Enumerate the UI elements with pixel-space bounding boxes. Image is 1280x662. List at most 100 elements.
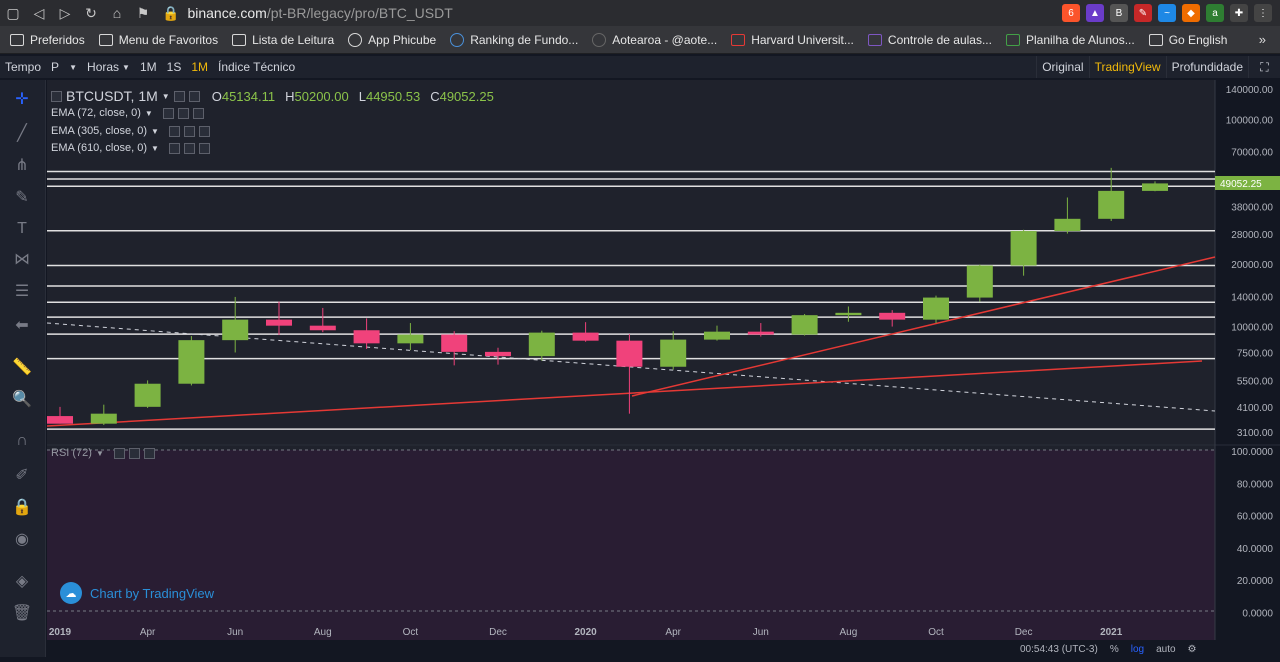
visibility-icon[interactable] <box>162 107 174 119</box>
pen-extension-icon[interactable]: ✎ <box>1134 4 1152 22</box>
interval-1M-button[interactable]: 1M <box>139 60 157 74</box>
back-arrow-icon[interactable]: ⬅ <box>15 317 29 334</box>
chart-svg[interactable]: 140000.00100000.0070000.0050000.0038000.… <box>46 80 1280 657</box>
triangle-icon[interactable]: ▲ <box>1086 4 1104 22</box>
bookmark-icon[interactable]: ⚑ <box>136 4 150 21</box>
rsi-tick-label: 40.0000 <box>1237 544 1274 555</box>
interval-select[interactable]: P ▼ <box>46 56 82 78</box>
bookmark-item[interactable]: Preferidos <box>10 33 85 47</box>
time-axis-label: 2019 <box>49 627 72 638</box>
a-extension-icon[interactable]: a <box>1206 4 1224 22</box>
tradingview-attribution[interactable]: ☁ Chart by TradingView <box>60 582 214 604</box>
bookmark-item[interactable]: Harvard Universit... <box>731 33 854 47</box>
close-icon[interactable] <box>143 447 155 459</box>
interval-1Month-button[interactable]: 1M <box>191 60 208 74</box>
tradingview-button[interactable]: TradingView <box>1088 56 1166 78</box>
rsi-tick-label: 60.0000 <box>1237 512 1274 523</box>
more-bookmarks-icon[interactable]: » <box>1258 32 1266 47</box>
bookmark-item[interactable]: App Phicube <box>348 32 436 47</box>
bookmark-item[interactable]: Ranking de Fundo... <box>450 32 578 47</box>
candle-body <box>1142 183 1168 191</box>
pitchfork-icon[interactable]: ⋔ <box>15 157 29 174</box>
settings-icon[interactable] <box>173 90 185 102</box>
crosshair-icon[interactable]: ✛ <box>15 91 29 108</box>
forward-icon[interactable]: ▷ <box>59 4 71 21</box>
lock-icon[interactable]: 🔒 <box>12 499 32 516</box>
bookmark-item[interactable]: Lista de Leitura <box>232 33 334 47</box>
settings-icon[interactable] <box>183 125 195 137</box>
b-extension-icon[interactable]: B <box>1110 4 1128 22</box>
magnet-icon[interactable]: ∩ <box>16 432 28 449</box>
ema-legend-1[interactable]: EMA (72, close, 0) ▼ <box>51 107 204 119</box>
fullscreen-icon[interactable]: ⛶ <box>1248 56 1280 78</box>
gear-icon[interactable]: ⚙ <box>1187 643 1197 655</box>
text-icon[interactable]: T <box>17 220 27 237</box>
ruler-icon[interactable]: 📏 <box>12 359 32 376</box>
candle-body <box>353 330 380 344</box>
close-icon[interactable] <box>198 125 210 137</box>
url-path: /pt-BR/legacy/pro/BTC_USDT <box>266 5 453 21</box>
chevron-down-icon[interactable]: ▼ <box>161 91 170 101</box>
bookmark-label: Harvard Universit... <box>751 32 854 47</box>
visibility-icon[interactable] <box>168 142 180 154</box>
candle-body <box>660 339 687 367</box>
attribution-text: Chart by TradingView <box>90 585 215 601</box>
eye-icon[interactable]: ◉ <box>15 531 29 548</box>
visibility-icon[interactable] <box>168 125 180 137</box>
candle-body <box>397 334 424 344</box>
bookmark-item[interactable]: Controle de aulas... <box>867 33 992 47</box>
candle-body <box>309 325 336 331</box>
trendline-icon[interactable]: ╱ <box>17 125 27 142</box>
auto-toggle[interactable]: auto <box>1156 643 1176 655</box>
candle-body <box>178 340 205 384</box>
url-field[interactable]: 🔒 binance.com/pt-BR/legacy/pro/BTC_USDT <box>162 2 1012 24</box>
bookmark-item[interactable]: Aotearoa - @aote... <box>592 32 718 47</box>
time-axis-label: Oct <box>928 627 944 638</box>
brave-shield-icon[interactable]: 6 <box>1062 4 1080 22</box>
bookmark-label: Aotearoa - @aote... <box>612 32 718 47</box>
fib-icon[interactable]: ☰ <box>14 283 30 300</box>
sidebar-toggle-icon[interactable]: ▢ <box>6 4 20 21</box>
close-icon[interactable] <box>192 107 204 119</box>
ema-label: EMA (610, close, 0) <box>51 142 147 154</box>
bookmark-item[interactable]: Menu de Favoritos <box>98 33 218 47</box>
chart-toolbar: Tempo P ▼ Horas ▼ 1M 1S 1M Índice Técnico … <box>0 56 1280 78</box>
symbol-name[interactable]: BTCUSDT, 1M <box>66 88 158 104</box>
ema-legend-2[interactable]: EMA (305, close, 0) ▼ <box>51 125 210 137</box>
zoom-icon[interactable]: 🔍 <box>12 391 32 408</box>
ema-legend-3[interactable]: EMA (610, close, 0) ▼ <box>51 142 210 154</box>
layers-icon[interactable]: ◈ <box>15 573 29 590</box>
depth-button[interactable]: Profundidade <box>1165 56 1248 78</box>
bookmark-label: Preferidos <box>30 32 85 47</box>
interval-1S-button[interactable]: 1S <box>166 60 182 74</box>
rsi-label: RSI (72) <box>51 447 92 459</box>
brush-icon[interactable]: ✎ <box>15 189 29 206</box>
collapse-icon[interactable] <box>51 90 62 102</box>
rsi-legend[interactable]: RSI (72) ▼ <box>51 447 155 459</box>
percent-toggle[interactable]: % <box>1109 643 1119 655</box>
home-icon[interactable]: ⌂ <box>112 5 122 21</box>
settings-icon[interactable] <box>128 447 140 459</box>
metamask-icon[interactable]: ◆ <box>1182 4 1200 22</box>
chart-area[interactable]: 140000.00100000.0070000.0050000.0038000.… <box>46 80 1280 657</box>
technical-index-button[interactable]: Índice Técnico <box>218 60 296 74</box>
wave-extension-icon[interactable]: ~ <box>1158 4 1176 22</box>
bookmark-item[interactable]: Planilha de Alunos... <box>1005 33 1135 47</box>
pattern-icon[interactable]: ⋈ <box>14 251 30 268</box>
hours-select[interactable]: Horas ▼ <box>82 56 135 78</box>
chevron-down-icon: ▼ <box>151 126 159 136</box>
visibility-icon[interactable] <box>113 447 125 459</box>
menu-dots-icon[interactable]: ⋮ <box>1254 4 1272 22</box>
back-icon[interactable]: ◁ <box>33 4 45 21</box>
puzzle-icon[interactable]: ✚ <box>1230 4 1248 22</box>
bookmark-item[interactable]: Go English <box>1148 33 1227 47</box>
trash-icon[interactable]: 🗑 <box>11 605 33 622</box>
settings-icon[interactable] <box>183 142 195 154</box>
original-view-button[interactable]: Original <box>1036 56 1088 78</box>
close-icon[interactable] <box>198 142 210 154</box>
settings-icon[interactable] <box>177 107 189 119</box>
log-toggle[interactable]: log <box>1130 643 1145 655</box>
hide-icon[interactable] <box>188 90 200 102</box>
reload-icon[interactable]: ↻ <box>85 4 97 21</box>
lock-drawing-icon[interactable]: ✐ <box>15 467 29 484</box>
